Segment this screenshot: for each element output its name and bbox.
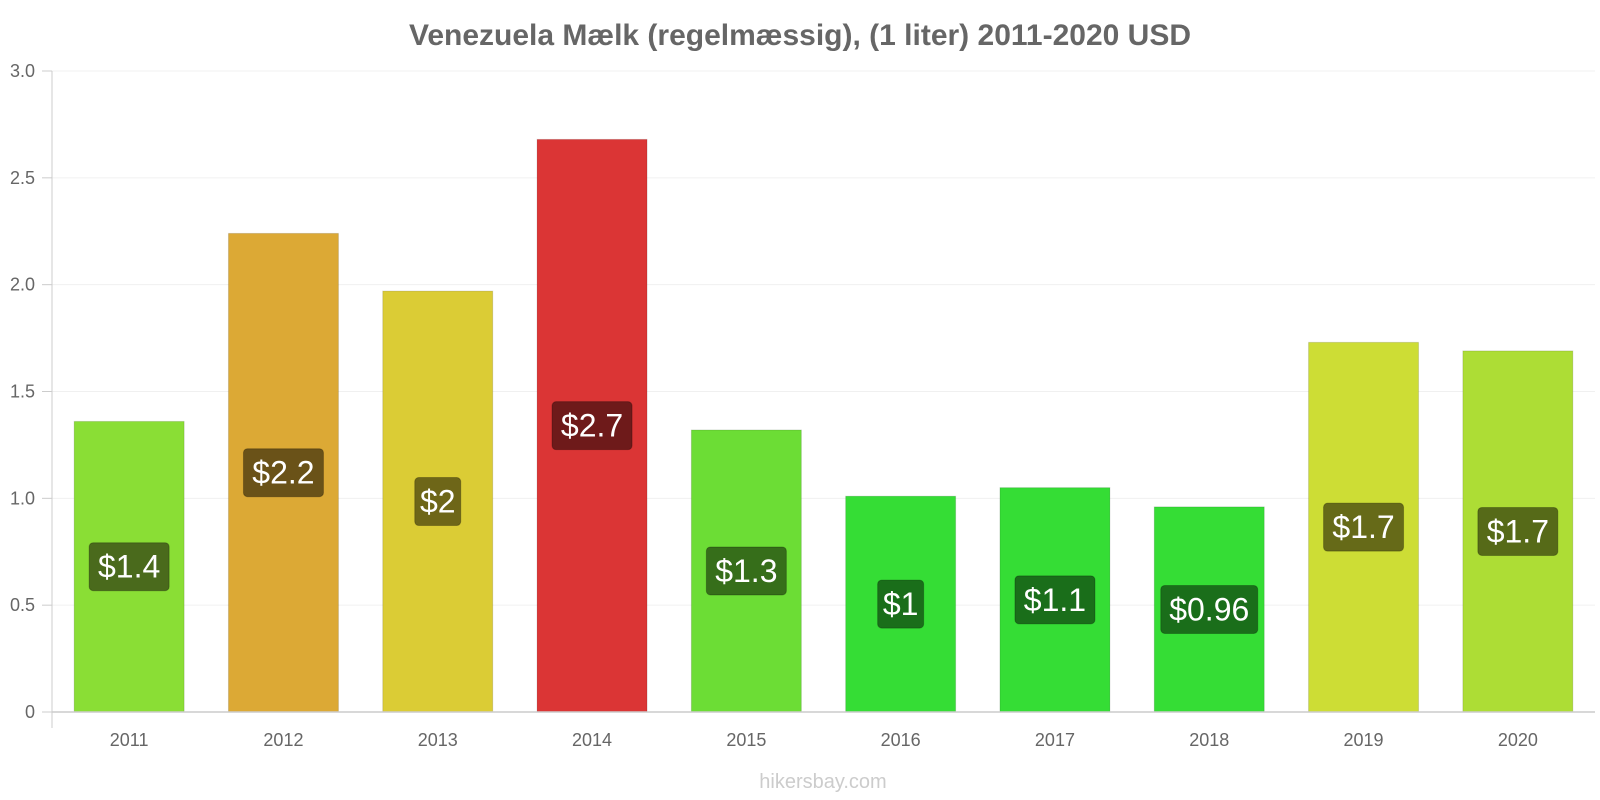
data-label-background <box>414 477 462 527</box>
data-label-background <box>242 448 324 498</box>
data-label-text: $1.7 <box>1332 509 1394 545</box>
x-tick-label: 2015 <box>726 730 766 750</box>
x-tick-label: 2011 <box>110 730 149 750</box>
data-label-background <box>705 546 787 596</box>
data-label-text: $2 <box>420 484 456 520</box>
data-label-2014: $2.7 <box>551 401 633 451</box>
data-label-text: $2.2 <box>252 455 314 491</box>
data-label-background <box>88 542 170 592</box>
y-tick-label: 1.5 <box>10 382 35 402</box>
x-tick-label: 2013 <box>418 730 458 750</box>
chart-title: Venezuela Mælk (regelmæssig), (1 liter) … <box>409 19 1191 52</box>
data-label-2017: $1.1 <box>1014 575 1096 625</box>
data-label-2018: $0.96 <box>1160 584 1259 634</box>
x-tick-label: 2017 <box>1035 730 1075 750</box>
data-label-text: $1.4 <box>98 549 160 585</box>
data-label-text: $2.7 <box>561 408 623 444</box>
data-label-2013: $2 <box>414 477 462 527</box>
y-tick-label: 0.5 <box>10 595 35 615</box>
bars-group <box>73 138 1574 713</box>
x-tick-label: 2020 <box>1498 730 1538 750</box>
data-label-background <box>1160 584 1259 634</box>
x-axis: 2011 2012 2013 2014 2015 2016 2017 2018 2019 2020 <box>52 711 1595 750</box>
data-label-2016: $1 <box>877 579 925 629</box>
data-label-text: $1.7 <box>1487 513 1549 549</box>
watermark: hikersbay.com <box>759 771 886 793</box>
data-label-text: $1.1 <box>1024 582 1086 618</box>
y-tick-label: 0 <box>25 702 35 722</box>
y-tick-label: 1.0 <box>10 488 35 508</box>
data-label-2011: $1.4 <box>88 542 170 592</box>
y-tick-label: 2.5 <box>10 168 35 188</box>
data-label-2012: $2.2 <box>242 448 324 498</box>
y-tick-label: 2.0 <box>10 275 35 295</box>
data-label-background <box>1323 502 1405 552</box>
y-axis: 0 0.5 1.0 1.5 2.0 2.5 3.0 <box>10 61 53 728</box>
data-label-background <box>551 401 633 451</box>
x-tick-label: 2012 <box>263 730 303 750</box>
data-label-text: $1.3 <box>715 553 777 589</box>
data-label-2015: $1.3 <box>705 546 787 596</box>
data-label-background <box>1477 506 1559 556</box>
x-tick-label: 2019 <box>1344 730 1384 750</box>
data-label-background <box>1014 575 1096 625</box>
data-label-background <box>877 579 925 629</box>
data-label-2020: $1.7 <box>1477 506 1559 556</box>
data-labels-group: $1.4 $2.2 $2 $2.7 $1.3 $1 $1.1 $0.96 $1.7 $1.7 <box>88 401 1559 634</box>
x-tick-label: 2014 <box>572 730 612 750</box>
x-tick-label: 2016 <box>881 730 921 750</box>
data-label-2019: $1.7 <box>1323 502 1405 552</box>
data-label-text: $1 <box>883 586 919 622</box>
data-label-text: $0.96 <box>1169 591 1249 627</box>
y-tick-label: 3.0 <box>10 61 35 81</box>
x-tick-label: 2018 <box>1189 730 1229 750</box>
